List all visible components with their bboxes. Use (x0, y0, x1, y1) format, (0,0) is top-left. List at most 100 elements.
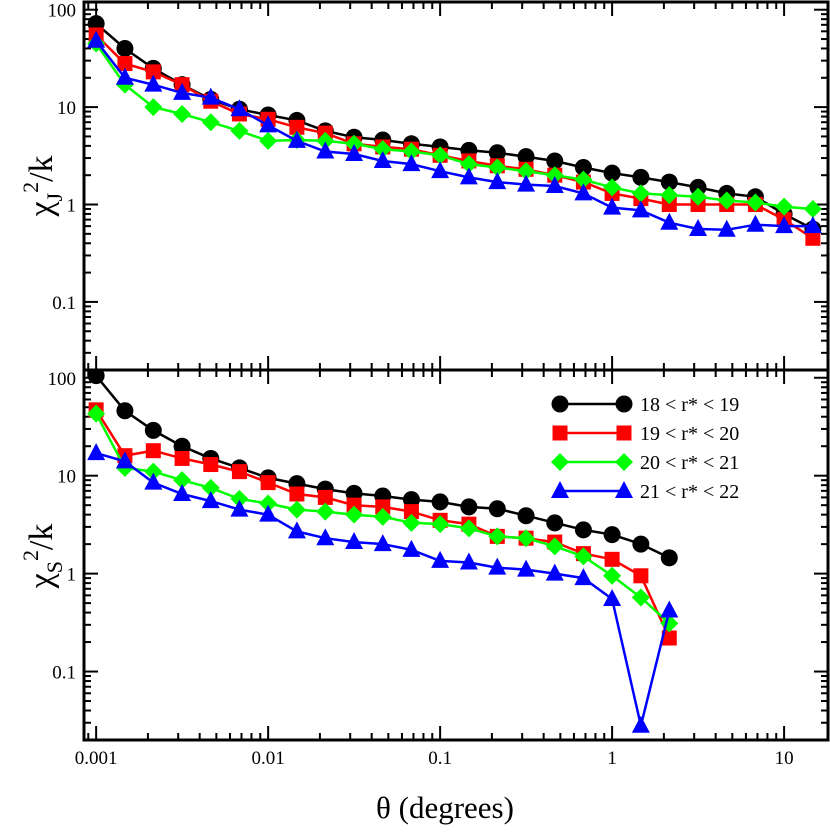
data-point (805, 230, 821, 246)
data-point (661, 630, 677, 646)
y-tick-label: 10 (57, 467, 76, 488)
data-point (289, 486, 305, 502)
data-point (287, 500, 306, 519)
data-point (173, 82, 192, 100)
data-point (603, 164, 621, 182)
legend-marker (551, 453, 569, 471)
y-axis-symbol: χ (23, 201, 60, 217)
data-point (144, 421, 162, 439)
y-axis-unit: /k (23, 155, 60, 181)
legend-item: 21 < r* < 22 (551, 481, 739, 503)
data-point (402, 142, 421, 161)
data-point (488, 527, 507, 546)
x-tick-label: 0.1 (428, 748, 452, 769)
data-point (145, 443, 161, 459)
data-point (517, 559, 536, 577)
plot-frame (82, 368, 830, 742)
bottom-panel: 0.1 1 10 100 0.001 0.01 0.1 1 10 χS2/k 18 < r* < 1… (18, 368, 830, 769)
data-point (517, 162, 536, 181)
data-point (545, 563, 564, 581)
y-tick-label: 1 (67, 196, 77, 217)
data-point (173, 471, 192, 490)
series-20-r-21 (87, 404, 679, 633)
data-point (746, 214, 765, 232)
x-tick-label: 0.01 (252, 748, 285, 769)
data-point (316, 502, 335, 521)
data-point (574, 170, 593, 189)
legend: 18 < r* < 19 19 < r* < 20 20 < r* < 21 21 <… (551, 394, 739, 503)
data-point (402, 491, 420, 509)
data-point (230, 99, 249, 117)
data-point (346, 497, 362, 513)
data-point (604, 551, 620, 567)
series-21-r-22 (87, 30, 822, 237)
data-point (660, 600, 679, 618)
data-point (775, 197, 794, 216)
data-point (660, 212, 679, 230)
data-point (517, 529, 536, 548)
legend-marker (551, 481, 569, 498)
legend-marker (552, 425, 568, 441)
data-point (545, 175, 564, 193)
y-tick-label: 10 (57, 98, 76, 119)
legend-marker (551, 395, 569, 413)
data-point (402, 513, 421, 532)
data-point (431, 493, 449, 511)
y-axis-subscript: J (42, 192, 67, 201)
y-axis-title: χJ2/k (18, 155, 67, 217)
data-point (201, 87, 220, 105)
y-axis-title: χS2/k (18, 524, 67, 590)
data-point (746, 193, 765, 212)
y-tick-label: 0.1 (52, 293, 76, 314)
data-point (144, 462, 163, 481)
data-point (459, 519, 478, 538)
data-point (402, 154, 421, 172)
data-point (87, 443, 106, 461)
data-point (230, 499, 249, 517)
legend-item: 19 < r* < 20 (552, 423, 739, 445)
data-point (231, 464, 247, 480)
data-point (201, 491, 220, 509)
legend-label: 18 < r* < 19 (640, 394, 739, 416)
series-19-r-20 (88, 27, 821, 246)
data-point (373, 534, 392, 552)
data-point (574, 568, 593, 586)
data-point (574, 158, 592, 176)
data-point (431, 146, 450, 165)
data-point (717, 219, 736, 237)
data-point (173, 437, 191, 455)
data-point (345, 144, 364, 162)
data-point (287, 130, 306, 148)
data-point (431, 515, 450, 534)
data-point (803, 216, 822, 234)
data-point (660, 186, 679, 205)
data-point (631, 588, 650, 607)
data-point (633, 568, 649, 584)
data-point (259, 494, 278, 513)
legend-marker (616, 425, 632, 441)
legend-label: 21 < r* < 22 (640, 481, 739, 503)
y-tick-label: 0.1 (52, 663, 76, 684)
data-point (632, 535, 650, 553)
data-point (689, 219, 708, 237)
plot-area (87, 370, 679, 733)
data-point (87, 370, 105, 385)
data-point (431, 161, 450, 179)
data-point (115, 451, 134, 469)
data-point (517, 148, 535, 166)
data-point (144, 98, 163, 117)
data-point (373, 140, 392, 159)
data-point (316, 528, 335, 546)
data-point (632, 168, 650, 186)
top-panel: 0.1 1 10 100 χJ2/k (18, 0, 830, 372)
y-axis-subscript: S (42, 561, 67, 573)
data-point (116, 402, 134, 420)
y-tick-label: 1 (67, 565, 77, 586)
data-point (603, 526, 621, 544)
data-point (373, 150, 392, 168)
y-axis-unit: /k (23, 524, 60, 550)
data-point (603, 589, 622, 607)
data-point (115, 67, 134, 85)
y-axis-superscript: 2 (18, 550, 43, 561)
legend-item: 20 < r* < 21 (551, 452, 739, 474)
